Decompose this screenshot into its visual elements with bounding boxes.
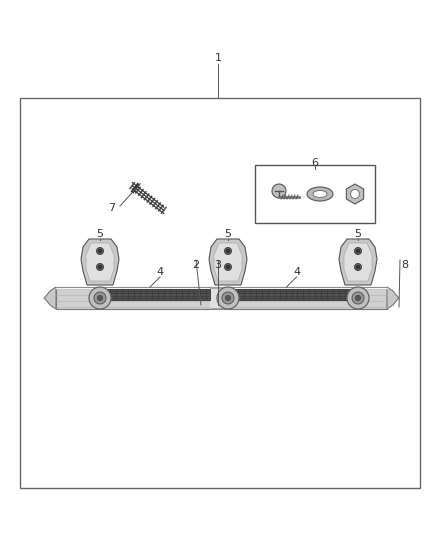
Circle shape — [225, 263, 232, 271]
Circle shape — [356, 295, 360, 301]
Circle shape — [272, 184, 286, 198]
Text: 6: 6 — [311, 158, 318, 168]
Text: 7: 7 — [109, 203, 116, 213]
Circle shape — [226, 249, 230, 253]
Polygon shape — [44, 287, 56, 309]
Text: 4: 4 — [293, 267, 300, 277]
Circle shape — [98, 295, 102, 301]
Text: 5: 5 — [354, 229, 361, 239]
Polygon shape — [214, 243, 242, 281]
Bar — [255, 165, 375, 223]
Circle shape — [222, 292, 234, 304]
Circle shape — [347, 287, 369, 309]
Text: 8: 8 — [402, 260, 409, 270]
Circle shape — [350, 190, 360, 198]
Bar — [56, 287, 387, 309]
Ellipse shape — [307, 187, 333, 201]
Circle shape — [357, 265, 360, 269]
Text: 5: 5 — [225, 229, 232, 239]
Circle shape — [99, 265, 102, 269]
Text: 4: 4 — [156, 267, 163, 277]
Polygon shape — [387, 287, 399, 309]
Circle shape — [89, 287, 111, 309]
Bar — [20, 98, 420, 488]
Circle shape — [225, 247, 232, 254]
Circle shape — [226, 265, 230, 269]
Ellipse shape — [313, 190, 327, 198]
Text: 3: 3 — [215, 260, 222, 270]
Circle shape — [94, 292, 106, 304]
Text: 2: 2 — [192, 260, 200, 270]
Bar — [100, 289, 210, 300]
Text: 1: 1 — [215, 53, 222, 63]
Circle shape — [352, 292, 364, 304]
Circle shape — [357, 249, 360, 253]
Circle shape — [96, 263, 103, 271]
Circle shape — [217, 287, 239, 309]
Circle shape — [354, 247, 361, 254]
Circle shape — [354, 263, 361, 271]
Text: 5: 5 — [96, 229, 103, 239]
Polygon shape — [86, 243, 114, 281]
Polygon shape — [81, 239, 119, 285]
Polygon shape — [339, 239, 377, 285]
Polygon shape — [344, 243, 372, 281]
Circle shape — [226, 295, 230, 301]
Polygon shape — [209, 239, 247, 285]
Circle shape — [96, 247, 103, 254]
Circle shape — [99, 249, 102, 253]
Bar — [228, 289, 355, 300]
